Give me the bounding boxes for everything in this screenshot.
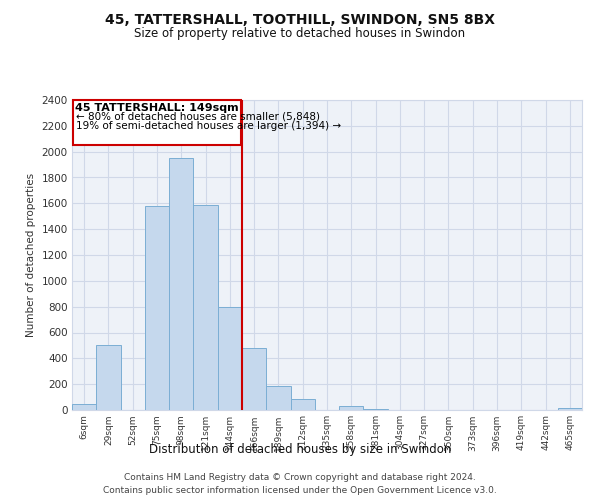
Bar — [193, 204, 218, 410]
Y-axis label: Number of detached properties: Number of detached properties — [26, 173, 36, 337]
Bar — [96, 346, 121, 410]
Bar — [218, 306, 242, 410]
Text: 45, TATTERSHALL, TOOTHILL, SWINDON, SN5 8BX: 45, TATTERSHALL, TOOTHILL, SWINDON, SN5 … — [105, 12, 495, 26]
Text: Size of property relative to detached houses in Swindon: Size of property relative to detached ho… — [134, 28, 466, 40]
Text: ← 80% of detached houses are smaller (5,848): ← 80% of detached houses are smaller (5,… — [76, 112, 320, 122]
Text: Contains public sector information licensed under the Open Government Licence v3: Contains public sector information licen… — [103, 486, 497, 495]
Bar — [145, 206, 169, 410]
Bar — [266, 386, 290, 410]
Bar — [339, 406, 364, 410]
Text: Distribution of detached houses by size in Swindon: Distribution of detached houses by size … — [149, 442, 451, 456]
Bar — [558, 408, 582, 410]
Bar — [242, 348, 266, 410]
Bar — [73, 100, 241, 145]
Bar — [169, 158, 193, 410]
Bar — [290, 399, 315, 410]
Bar — [72, 404, 96, 410]
Text: 19% of semi-detached houses are larger (1,394) →: 19% of semi-detached houses are larger (… — [76, 120, 341, 130]
Text: 45 TATTERSHALL: 149sqm: 45 TATTERSHALL: 149sqm — [75, 103, 239, 113]
Text: Contains HM Land Registry data © Crown copyright and database right 2024.: Contains HM Land Registry data © Crown c… — [124, 472, 476, 482]
